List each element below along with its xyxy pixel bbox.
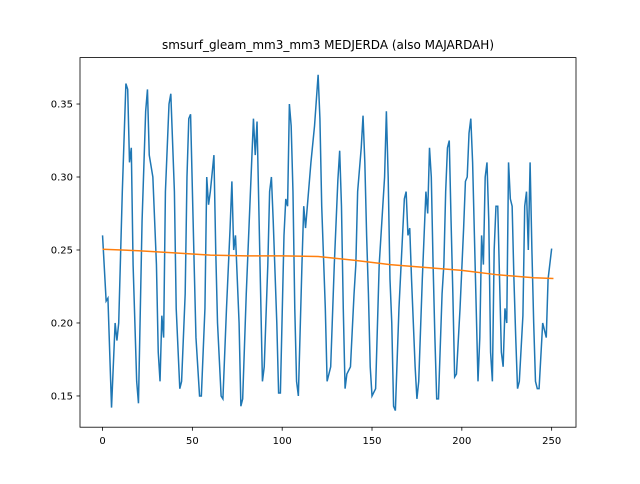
y-tick-label: 0.15 — [51, 391, 73, 402]
y-tick-label: 0.35 — [51, 100, 73, 111]
x-tick-label: 200 — [452, 436, 471, 447]
x-tick-label: 0 — [99, 436, 105, 447]
line-series — [102, 248, 554, 280]
x-tick-label: 100 — [273, 436, 292, 447]
line-series — [101, 74, 553, 411]
x-tick-label: 250 — [542, 436, 561, 447]
x-tick-label: 50 — [186, 436, 199, 447]
y-tick-label: 0.30 — [51, 173, 73, 184]
plot-frame — [79, 57, 577, 428]
x-tick-label: 150 — [362, 436, 381, 447]
y-tick-label: 0.25 — [51, 245, 73, 256]
y-tick-label: 0.20 — [51, 318, 73, 329]
chart-title: smsurf_gleam_mm3_mm3 MEDJERDA (also MAJA… — [162, 38, 494, 52]
